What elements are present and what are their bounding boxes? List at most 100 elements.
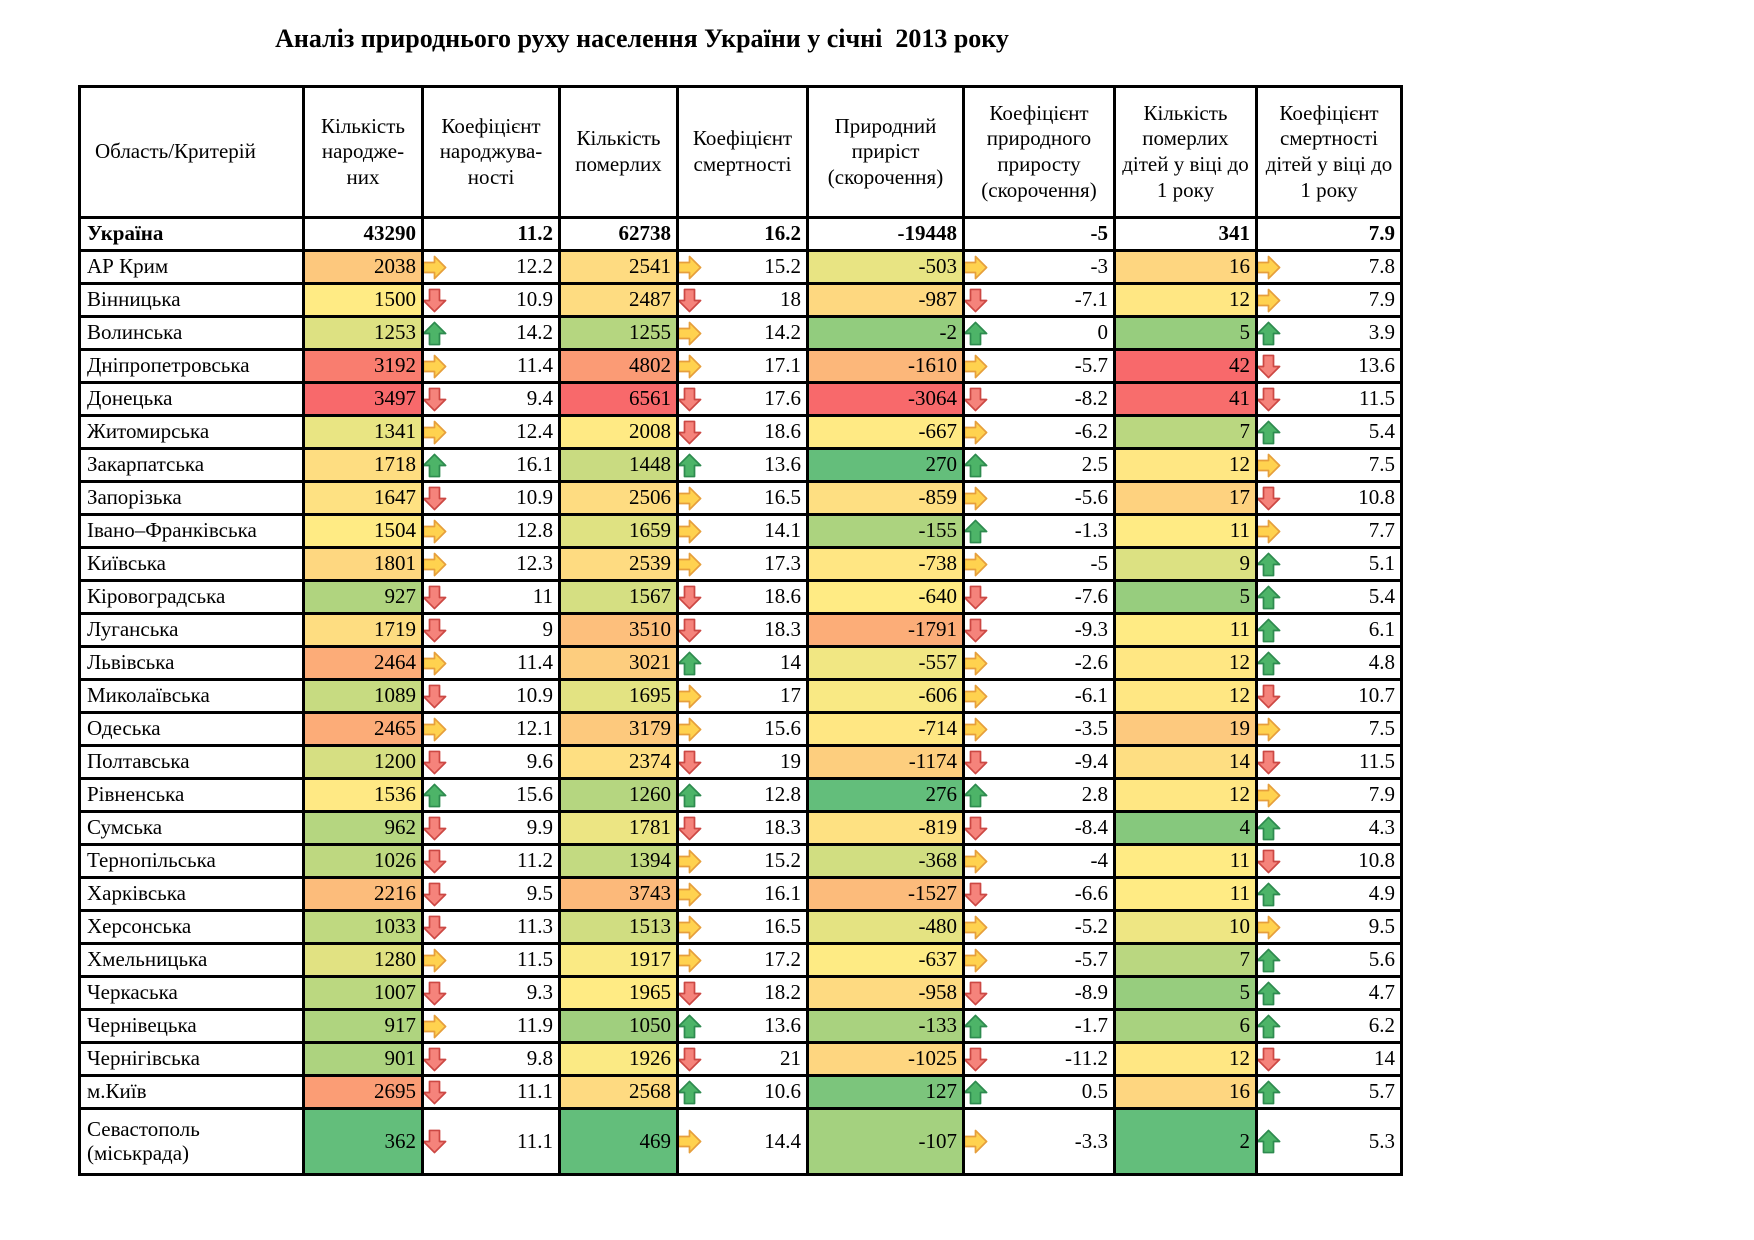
death-rate-value: 18.2 [764, 980, 801, 1005]
deaths-value: 4802 [558, 348, 679, 384]
trend-up-icon [680, 651, 702, 675]
births-value: 1500 [302, 282, 424, 318]
ni-rate-value: 0.5 [1081, 1079, 1108, 1104]
trend-down-icon [966, 816, 988, 840]
birth-rate-value: 12.4 [516, 419, 553, 444]
birth-rate-value: 9 [542, 617, 554, 642]
ni-rate-value: -8.9 [1074, 980, 1108, 1005]
trend-right-icon [425, 255, 447, 279]
death-rate-cell: 14.4 [676, 1107, 809, 1176]
natural-increase-value: -1174 [806, 744, 965, 780]
ni-rate-value: -6.1 [1074, 683, 1108, 708]
births-value: 1089 [302, 678, 424, 714]
birth-rate-cell: 16.1 [421, 447, 561, 483]
ni-rate-value: -9.3 [1074, 617, 1108, 642]
trend-up-icon [425, 783, 447, 807]
births-value: 2464 [302, 645, 424, 681]
deaths-value: 2541 [558, 249, 679, 285]
region-name: Запорізька [78, 480, 305, 516]
total-row: Україна 43290 11.2 62738 16.2 -19448 -5 341 7.9 [78, 216, 1403, 252]
region-row: Івано–Франківська 1504 12.8 1659 14.1 -155 -1.… [78, 513, 1403, 549]
ni-rate-cell: -3.5 [962, 711, 1116, 747]
natural-increase-value: -738 [806, 546, 965, 582]
ni-rate-value: -5.6 [1074, 485, 1108, 510]
infant-deaths-value: 11 [1113, 513, 1258, 549]
natural-increase-value: 276 [806, 777, 965, 813]
infant-deaths-value: 2 [1113, 1107, 1258, 1176]
ni-rate-value: 0 [1097, 320, 1109, 345]
page-title: Аналіз природнього руху населення Україн… [275, 24, 1009, 53]
infant-rate-cell: 5.7 [1255, 1074, 1403, 1110]
demographics-table: Область/Критерій Кількість народже-них К… [78, 85, 1403, 1176]
births-value: 962 [302, 810, 424, 846]
ni-rate-value: -5.2 [1074, 914, 1108, 939]
trend-up-icon [1259, 1129, 1281, 1154]
infant-rate-cell: 6.2 [1255, 1008, 1403, 1044]
death-rate-cell: 17.1 [676, 348, 809, 384]
infant-deaths-value: 5 [1113, 975, 1258, 1011]
region-row: Житомирська 1341 12.4 2008 18.6 -667 -6.2 7 5.4 [78, 414, 1403, 450]
col-header-birth-rate: Коефіцієнт народжува-ності [421, 85, 561, 219]
region-row: Сумська 962 9.9 1781 18.3 -819 -8.4 4 4.3 [78, 810, 1403, 846]
trend-right-icon [966, 255, 988, 279]
region-row: Вінницька 1500 10.9 2487 18 -987 -7.1 12 7.9 [78, 282, 1403, 318]
trend-down-icon [425, 816, 447, 840]
infant-rate-cell: 3.9 [1255, 315, 1403, 351]
trend-up-icon [425, 321, 447, 345]
death-rate-value: 17.3 [764, 551, 801, 576]
trend-right-icon [680, 882, 702, 906]
trend-right-icon [966, 552, 988, 576]
natural-increase-value: -667 [806, 414, 965, 450]
infant-rate-value: 10.7 [1358, 683, 1395, 708]
infant-rate-cell: 10.8 [1255, 480, 1403, 516]
trend-up-icon [1259, 321, 1281, 345]
birth-rate-cell: 10.9 [421, 480, 561, 516]
deaths-value: 1965 [558, 975, 679, 1011]
infant-rate-cell: 7.9 [1255, 777, 1403, 813]
ni-rate-cell: -5.2 [962, 909, 1116, 945]
infant-rate-cell: 6.1 [1255, 612, 1403, 648]
infant-rate-value: 10.8 [1358, 485, 1395, 510]
trend-right-icon [966, 486, 988, 510]
infant-rate-value: 7.8 [1368, 254, 1395, 279]
death-rate-cell: 15.6 [676, 711, 809, 747]
birth-rate-value: 11.4 [517, 353, 553, 378]
infant-rate-cell: 5.6 [1255, 942, 1403, 978]
natural-increase-value: -1527 [806, 876, 965, 912]
region-name: Сумська [78, 810, 305, 846]
table-body: Україна 43290 11.2 62738 16.2 -19448 -5 341 7.9 А… [78, 216, 1403, 1176]
death-rate-value: 17.6 [764, 386, 801, 411]
deaths-value: 2506 [558, 480, 679, 516]
births-value: 1253 [302, 315, 424, 351]
birth-rate-value: 11.2 [517, 848, 553, 873]
trend-right-icon [680, 354, 702, 378]
death-rate-cell: 17.3 [676, 546, 809, 582]
ni-rate-cell: 2.8 [962, 777, 1116, 813]
deaths-value: 2568 [558, 1074, 679, 1110]
infant-rate-value: 7.9 [1368, 782, 1395, 807]
infant-rate-cell: 10.8 [1255, 843, 1403, 879]
birth-rate-value: 11.4 [517, 650, 553, 675]
ni-rate-cell: -6.1 [962, 678, 1116, 714]
ni-rate-cell: -9.4 [962, 744, 1116, 780]
trend-right-icon [1259, 915, 1281, 939]
death-rate-value: 14.2 [764, 320, 801, 345]
trend-up-icon [1259, 882, 1281, 906]
trend-right-icon [966, 849, 988, 873]
ni-rate-value: -3.3 [1074, 1128, 1108, 1153]
death-rate-cell: 18 [676, 282, 809, 318]
birth-rate-cell: 11.1 [421, 1107, 561, 1176]
ni-rate-value: -8.2 [1074, 386, 1108, 411]
trend-right-icon [966, 651, 988, 675]
deaths-value: 6561 [558, 381, 679, 417]
birth-rate-value: 9.4 [526, 386, 553, 411]
death-rate-cell: 13.6 [676, 1008, 809, 1044]
col-header-deaths: Кількість померлих [558, 85, 679, 219]
birth-rate-cell: 9.9 [421, 810, 561, 846]
region-name: Чернігівська [78, 1041, 305, 1077]
trend-right-icon [680, 849, 702, 873]
trend-up-icon [1259, 981, 1281, 1005]
birth-rate-value: 9.8 [526, 1046, 553, 1071]
infant-deaths-value: 10 [1113, 909, 1258, 945]
region-name: Закарпатська [78, 447, 305, 483]
